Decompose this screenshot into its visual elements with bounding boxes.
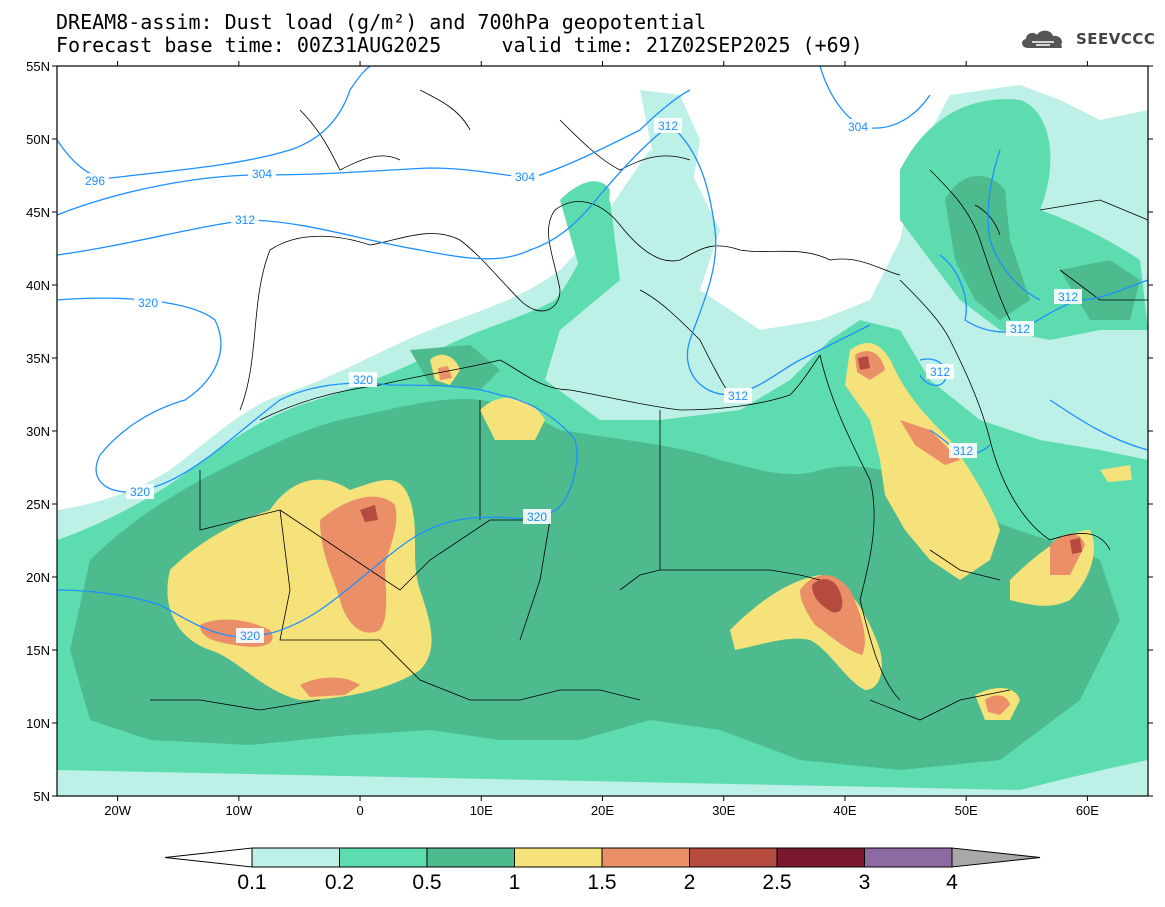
lat-tick-label: 5N (33, 789, 50, 804)
map-title: DREAM8-assim: Dust load (g/m²) and 700hP… (56, 10, 707, 34)
colorbar-label: 0.1 (237, 871, 266, 894)
latitude-axis: 55N 50N 45N 40N 35N 30N 25N 20N 15N 10N 5N (26, 59, 1153, 804)
lat-tick-label: 50N (26, 132, 50, 147)
lat-tick-label: 35N (26, 351, 50, 366)
svg-text:320: 320 (130, 485, 150, 499)
lon-tick-label: 50E (955, 803, 978, 818)
svg-text:312: 312 (658, 119, 678, 133)
contour-label: 312 (654, 118, 682, 133)
lon-tick-label: 20E (591, 803, 614, 818)
contour-label: 320 (349, 372, 377, 387)
lat-tick-label: 10N (26, 716, 50, 731)
colorbar-label: 2 (684, 871, 696, 894)
svg-text:304: 304 (848, 120, 868, 134)
colorbar-label: 2.5 (762, 871, 791, 894)
lon-tick-label: 0 (356, 803, 363, 818)
logo-text: SEEVCCC (1076, 30, 1156, 48)
lat-tick-label: 30N (26, 424, 50, 439)
colorbar-swatch (514, 847, 603, 868)
contour-label: 312 (1006, 321, 1034, 336)
contour-label: 312 (949, 443, 977, 458)
lon-tick-label: 10E (470, 803, 493, 818)
colorbar-swatch (776, 847, 865, 868)
dust-shade-red (360, 356, 1082, 613)
svg-text:312: 312 (953, 444, 973, 458)
lat-tick-label: 25N (26, 497, 50, 512)
contour-label: 312 (1054, 289, 1082, 304)
contour-label: 312 (231, 212, 259, 227)
lat-tick-label: 20N (26, 570, 50, 585)
map-plot-area (57, 66, 1148, 796)
colorbar: 0.1 0.2 0.5 1 1.5 2 2.5 3 4 (164, 847, 1041, 894)
svg-text:312: 312 (728, 389, 748, 403)
contour-label: 320 (134, 295, 162, 310)
colorbar-swatch (426, 847, 515, 868)
svg-text:312: 312 (930, 365, 950, 379)
colorbar-lower-extend (164, 847, 253, 868)
lon-tick-label: 10W (225, 803, 252, 818)
colorbar-label: 4 (946, 871, 958, 894)
lon-tick-label: 20W (104, 803, 131, 818)
svg-text:320: 320 (138, 296, 158, 310)
contour-label: 304 (248, 166, 276, 181)
lon-tick-label: 30E (712, 803, 735, 818)
coastlines (150, 89, 1148, 721)
contour-label: 312 (926, 364, 954, 379)
svg-text:320: 320 (353, 373, 373, 387)
svg-text:320: 320 (240, 629, 260, 643)
svg-text:304: 304 (252, 167, 272, 181)
map-subtitle: Forecast base time: 00Z31AUG2025 valid t… (56, 33, 863, 57)
contour-label: 304 (511, 169, 539, 184)
cloud-icon (1022, 30, 1063, 48)
colorbar-label: 1 (509, 871, 521, 894)
colorbar-swatch (864, 847, 953, 868)
logo: SEEVCCC (1018, 26, 1155, 52)
contour-label: 320 (236, 628, 264, 643)
colorbar-swatch (601, 847, 690, 868)
lat-tick-label: 55N (26, 59, 50, 74)
colorbar-swatch (689, 847, 778, 868)
lon-tick-label: 40E (833, 803, 856, 818)
svg-text:320: 320 (527, 510, 547, 524)
svg-text:296: 296 (85, 174, 105, 188)
lat-tick-label: 40N (26, 278, 50, 293)
colorbar-label: 3 (859, 871, 871, 894)
contour-label: 296 (81, 173, 109, 188)
colorbar-label: 0.2 (325, 871, 354, 894)
colorbar-swatch (339, 847, 428, 868)
svg-text:312: 312 (235, 213, 255, 227)
colorbar-label: 1.5 (587, 871, 616, 894)
colorbar-label: 0.5 (412, 871, 441, 894)
svg-text:304: 304 (515, 170, 535, 184)
contour-label: 320 (523, 509, 551, 524)
colorbar-swatch (251, 847, 340, 868)
lat-tick-label: 45N (26, 205, 50, 220)
contour-labels: 296 304 304 304 312 312 312 312 312 312 312 320 320 3… (81, 118, 1082, 643)
contour-label: 304 (844, 119, 872, 134)
svg-text:312: 312 (1010, 322, 1030, 336)
contour-label: 312 (724, 388, 752, 403)
longitude-axis: 20W 10W 0 10E 20E 30E 40E 50E 60E (104, 61, 1099, 818)
contour-label: 320 (126, 484, 154, 499)
colorbar-upper-extend (951, 847, 1041, 868)
lon-tick-label: 60E (1076, 803, 1099, 818)
svg-text:312: 312 (1058, 290, 1078, 304)
lat-tick-label: 15N (26, 643, 50, 658)
